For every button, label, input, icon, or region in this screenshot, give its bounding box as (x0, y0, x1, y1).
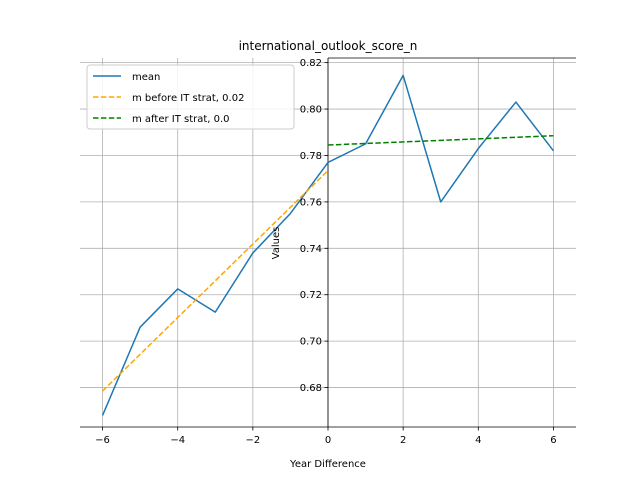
y-tick-label-6: 0.80 (300, 105, 322, 116)
x-tick-label-4: 2 (400, 435, 406, 446)
y-tick-label-7: 0.82 (300, 58, 322, 69)
y-tick-label-4: 0.76 (300, 197, 322, 208)
y-tick-label-5: 0.78 (300, 151, 322, 162)
x-tick-label-1: −4 (170, 435, 185, 446)
y-tick-label-0: 0.68 (300, 383, 322, 394)
legend-label-0: mean (132, 72, 160, 83)
y-tick-label-2: 0.72 (300, 290, 322, 301)
y-tick-label-3: 0.74 (300, 244, 322, 255)
series-line-0 (101, 74, 555, 416)
y-axis-label: Values (271, 227, 282, 260)
series-group (101, 74, 555, 416)
legend-box (86, 64, 295, 130)
legend-label-1: m before IT strat, 0.02 (132, 93, 244, 104)
series-line-2 (327, 135, 554, 146)
x-tick-label-3: 0 (325, 435, 331, 446)
y-tick-label-1: 0.70 (300, 337, 322, 348)
x-axis-label: Year Difference (289, 459, 366, 470)
legend: mean m before IT strat, 0.02 m after IT st… (86, 64, 295, 130)
legend-label-2: m after IT strat, 0.0 (132, 114, 230, 125)
chart-title: international_outlook_score_n (239, 39, 418, 53)
ticks: −6 −4 −2 0 2 4 6 0.68 0.70 0.72 0.74 0.76 0.78 0.80 0.… (95, 58, 556, 446)
x-tick-label-5: 4 (475, 435, 481, 446)
x-tick-label-6: 6 (550, 435, 556, 446)
series-line-1 (102, 170, 329, 392)
x-tick-label-0: −6 (95, 435, 110, 446)
x-tick-label-2: −2 (245, 435, 260, 446)
